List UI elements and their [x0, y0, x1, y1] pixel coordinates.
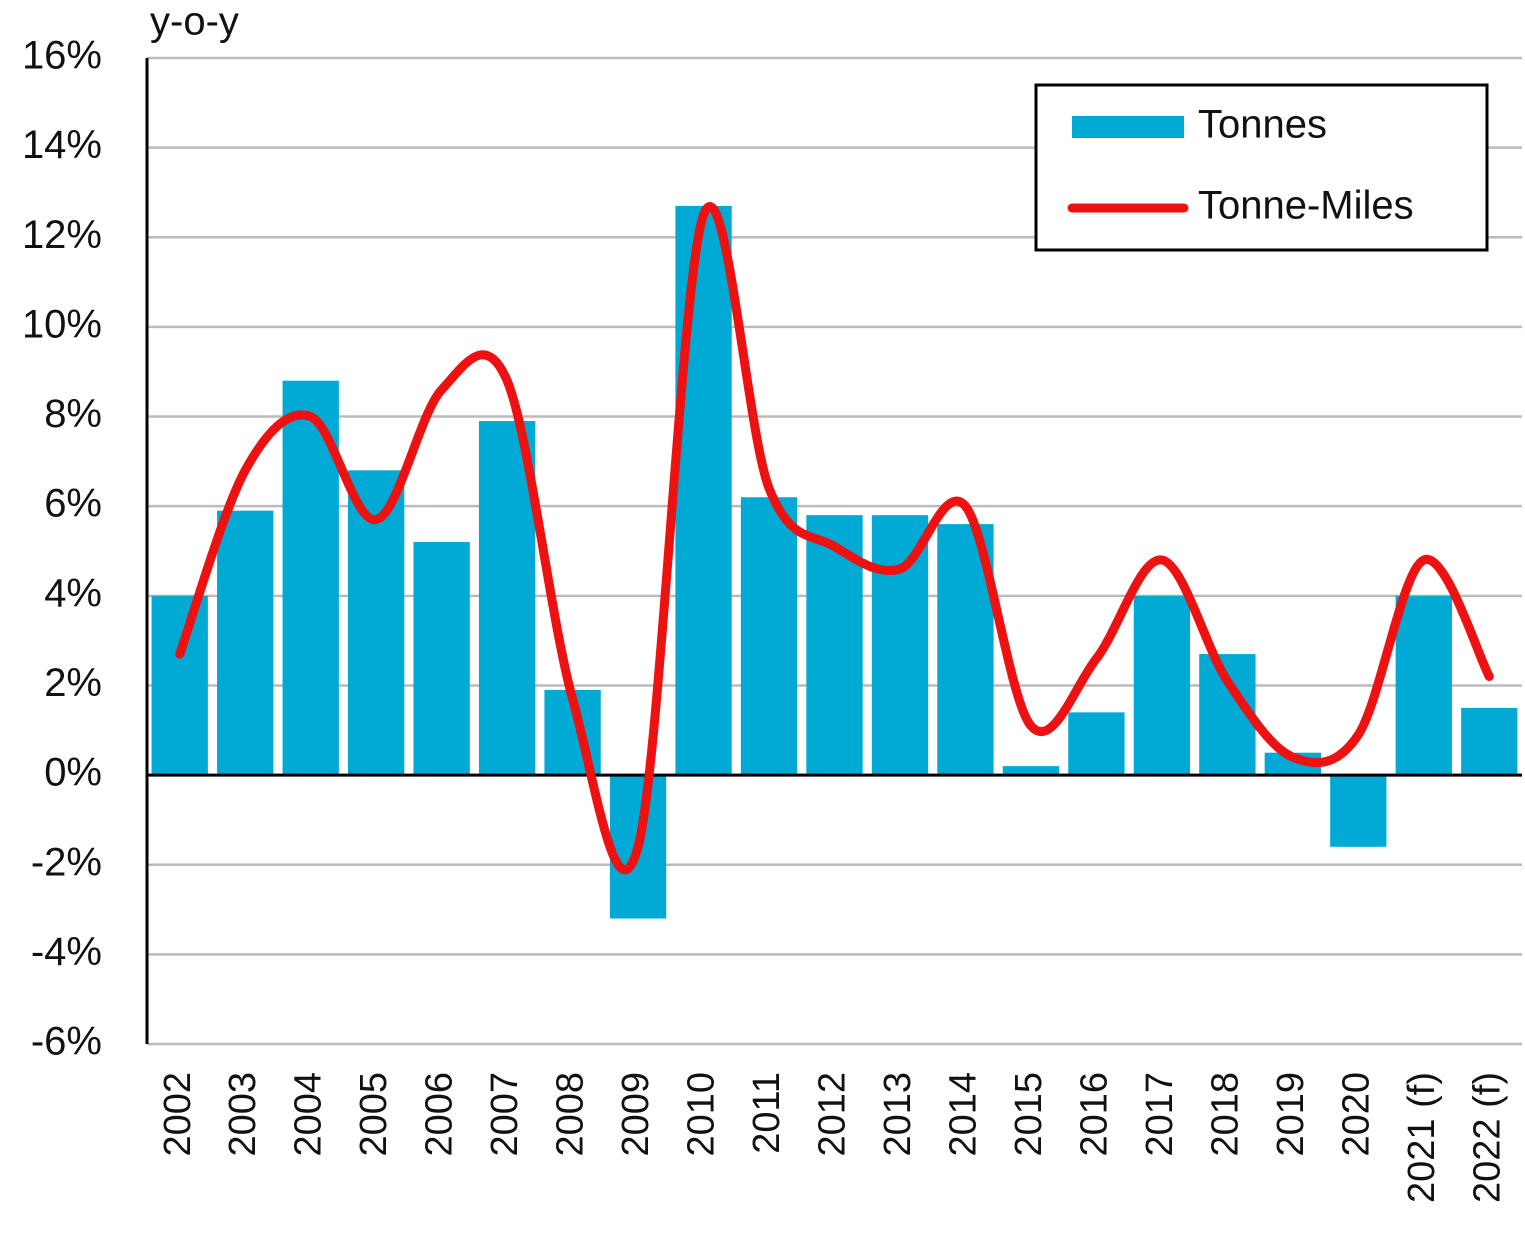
bar — [740, 497, 798, 776]
bar — [478, 421, 536, 776]
y-tick-label: -4% — [31, 930, 102, 974]
x-tick-label: 2020 — [1335, 1072, 1377, 1157]
x-tick-label: 2018 — [1204, 1072, 1246, 1157]
x-tick-label: 2017 — [1139, 1072, 1181, 1157]
y-tick-label: 6% — [44, 482, 102, 526]
y-tick-label: 0% — [44, 751, 102, 795]
legend-label: Tonnes — [1198, 103, 1327, 147]
x-tick-label: 2014 — [942, 1072, 984, 1157]
line — [175, 201, 1494, 875]
legend-label: Tonne-Miles — [1198, 184, 1414, 228]
bar — [1395, 595, 1452, 776]
bar — [151, 595, 208, 776]
bar — [1330, 775, 1387, 847]
legend-box — [1034, 83, 1489, 252]
x-tick-label: 2005 — [353, 1072, 395, 1157]
y-tick-label: -2% — [31, 840, 102, 884]
bar — [1068, 712, 1125, 776]
x-tick-label: 2006 — [419, 1072, 461, 1157]
bar — [1002, 766, 1060, 776]
x-tick-label: 2012 — [812, 1072, 854, 1157]
y-tick-label: 12% — [22, 213, 102, 257]
bar — [1133, 595, 1191, 776]
x-tick-label: 2007 — [484, 1072, 526, 1157]
x-tick-label: 2022 (f) — [1466, 1072, 1508, 1203]
x-tick-label: 2004 — [288, 1072, 330, 1157]
legend-swatch — [1072, 116, 1184, 138]
x-tick-label: 2021 (f) — [1401, 1072, 1443, 1203]
y-tick-label: 2% — [44, 661, 102, 705]
bar — [1461, 707, 1518, 776]
bar — [413, 542, 470, 776]
y-tick-label: 14% — [22, 123, 102, 167]
y-axis-label: y-o-y — [150, 0, 239, 44]
x-tick-label: 2010 — [681, 1072, 723, 1157]
y-tick-label: 16% — [22, 34, 102, 78]
x-tick-label: 2015 — [1008, 1072, 1050, 1157]
x-tick-label: 2016 — [1073, 1072, 1115, 1157]
y-tick-label: 4% — [44, 571, 102, 615]
x-tick-label: 2003 — [222, 1072, 264, 1157]
y-tick-label: -6% — [31, 1020, 102, 1064]
x-tick-label: 2013 — [877, 1072, 919, 1157]
y-tick-label: 8% — [44, 392, 102, 436]
bar — [217, 510, 274, 776]
bar — [871, 515, 929, 776]
x-tick-label: 2011 — [746, 1072, 788, 1154]
x-tick-label: 2002 — [157, 1072, 199, 1157]
y-tick-label: 10% — [22, 302, 102, 346]
bar — [675, 205, 732, 776]
x-tick-label: 2019 — [1270, 1072, 1312, 1157]
x-tick-label: 2009 — [615, 1072, 657, 1157]
x-tick-label: 2008 — [550, 1072, 592, 1157]
